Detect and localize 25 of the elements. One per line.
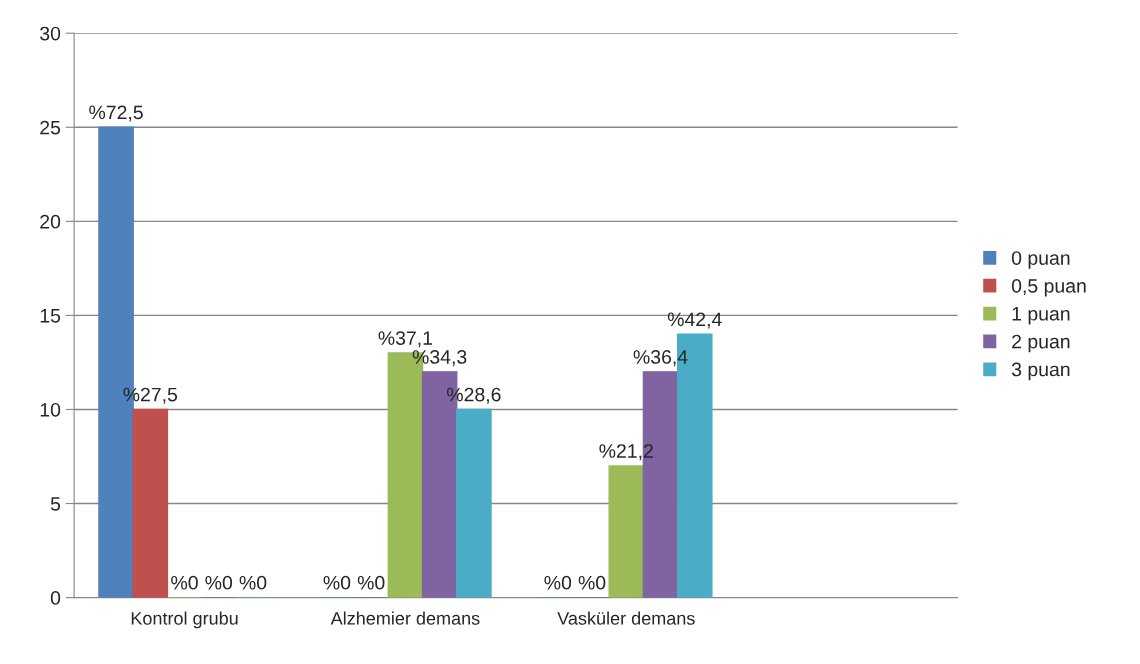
legend-label: 2 puan — [1012, 334, 1070, 353]
y-tick-label: 0 — [50, 591, 61, 605]
annotation: %0 — [205, 575, 233, 590]
y-tick-label: 5 — [50, 497, 61, 511]
legend-label: 0 puan — [1011, 251, 1070, 269]
y-tick-label: 30 — [40, 26, 61, 41]
annotation: %42,4 — [667, 312, 722, 329]
annotation: %0 — [171, 575, 198, 590]
annotation: %0 — [239, 575, 267, 590]
legend-label: 1 puan — [1012, 307, 1070, 325]
annotation: %37,1 — [378, 331, 433, 348]
annotation: %72,5 — [89, 105, 143, 122]
annotation: %0 — [578, 575, 606, 590]
annotation: %0 — [323, 575, 351, 590]
y-tick-label: 20 — [40, 214, 61, 229]
annotation: %0 — [544, 575, 572, 590]
y-tick-label: 15 — [40, 309, 61, 323]
x-tick-label: Vasküler demans — [557, 611, 695, 625]
legend-label: 0,5 puan — [1011, 279, 1086, 297]
y-tick-label: 10 — [40, 402, 61, 417]
x-tick-label: Kontrol grubu — [131, 611, 238, 629]
y-tick-label: 25 — [40, 120, 61, 135]
annotation: %0 — [357, 575, 385, 590]
legend-label: 3 puan — [1011, 362, 1070, 381]
x-tick-label: Alzhemier demans — [330, 611, 480, 625]
